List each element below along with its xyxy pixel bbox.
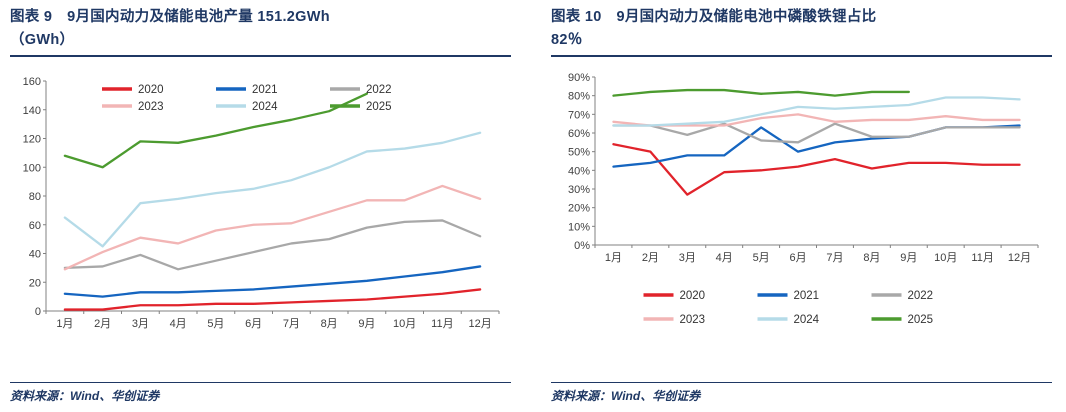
axis-label: 120	[23, 134, 41, 146]
legend-label-2020: 2020	[138, 84, 164, 96]
axis-label: 5月	[207, 318, 224, 330]
axis-label: 160	[23, 76, 41, 88]
axis-label: 12月	[469, 318, 492, 330]
axis-label: 8月	[321, 318, 338, 330]
legend-label-2024: 2024	[794, 314, 820, 326]
axis-label: 8月	[863, 252, 880, 264]
axis-label: 20	[29, 278, 41, 290]
legend-label-2025: 2025	[366, 101, 392, 113]
axis-label: 60	[29, 220, 41, 232]
legend-label-2023: 2023	[138, 101, 164, 113]
series-line-2025	[63, 92, 369, 169]
legend-item-2020: 2020	[102, 84, 164, 96]
axis-label: 11月	[971, 252, 993, 264]
source-note: 资料来源：Wind、华创证券	[10, 389, 160, 403]
production-chart-svg: 0 20 40 60 80 100 120 140 160 1月 2月 3月 4月 5月 6月 7月 8月 9月 1…	[23, 76, 500, 330]
legend-item-2024: 2024	[216, 101, 278, 113]
axis-label: 9月	[358, 318, 375, 330]
legend-item-2023: 2023	[643, 314, 706, 326]
axis-label: 1月	[605, 252, 622, 264]
legend-item-2025: 2025	[330, 101, 392, 113]
axis-label: 6月	[789, 252, 806, 264]
series-line-2022	[63, 219, 482, 271]
figure-10-title-line2: 82％	[551, 32, 583, 49]
legend-label-2021: 2021	[794, 290, 820, 302]
axis-label: 12月	[1008, 252, 1031, 264]
figure-9-title: 图表 9 9月国内动力及储能电池产量 151.2GWh （GWh）	[10, 6, 511, 52]
series-line-2024	[63, 131, 482, 248]
axis-label: 4月	[716, 252, 733, 264]
axis-label: 20%	[568, 203, 590, 215]
legend-label-2020: 2020	[680, 290, 706, 302]
axis-label: 5月	[753, 252, 770, 264]
title-divider	[551, 55, 1052, 58]
axis-label: 7月	[826, 252, 843, 264]
axis-label: 9月	[900, 252, 917, 264]
axis-label: 40%	[568, 166, 590, 178]
title-divider	[10, 55, 511, 58]
series-line-2021	[63, 265, 482, 299]
legend-item-2022: 2022	[330, 84, 392, 96]
axis-label: 60%	[568, 128, 590, 140]
axis-label: 10月	[393, 318, 416, 330]
figure-10-title: 图表 10 9月国内动力及储能电池中磷酸铁锂占比 82％	[551, 6, 1052, 52]
figure-10-title-line1: 图表 10 9月国内动力及储能电池中磷酸铁锂占比	[551, 9, 877, 25]
axis-label: 3月	[679, 252, 696, 264]
axis-label: 90%	[568, 72, 590, 84]
series-line-2022	[612, 122, 1021, 144]
legend-label-2023: 2023	[680, 314, 706, 326]
axis-label: 30%	[568, 184, 590, 196]
legend-item-2021: 2021	[216, 84, 278, 96]
axis-label: 10月	[934, 252, 957, 264]
axis-label: 11月	[431, 318, 453, 330]
battery-production-line-chart: 0 20 40 60 80 100 120 140 160 1月 2月 3月 4月 5月 6月 7月 8月 9月 1…	[10, 61, 511, 350]
figure-9-panel: 图表 9 9月国内动力及储能电池产量 151.2GWh （GWh） 0 20 40 6…	[10, 6, 511, 404]
series-line-2020	[612, 143, 1021, 197]
axis-label: 2月	[642, 252, 659, 264]
legend-item-2021: 2021	[757, 290, 820, 302]
legend-item-2020: 2020	[643, 290, 706, 302]
lfp-share-line-chart: 0% 10% 20% 30% 40% 50% 60% 70% 80% 90% 1月 2月 3月 4月 5月 6…	[551, 61, 1052, 350]
series-line-2023	[63, 185, 482, 271]
axis-label: 80	[29, 191, 41, 203]
legend-label-2024: 2024	[252, 101, 278, 113]
axis-label: 50%	[568, 147, 590, 159]
axis-label: 10%	[568, 222, 590, 234]
legend-item-2024: 2024	[757, 314, 820, 326]
axis-label: 80%	[568, 91, 590, 103]
legend-item-2025: 2025	[871, 314, 934, 326]
axis-label: 2月	[94, 318, 111, 330]
series-line-2020	[63, 288, 482, 312]
axis-label: 100	[23, 163, 41, 175]
axis-label: 0	[35, 306, 41, 318]
axis-label: 1月	[56, 318, 73, 330]
source-divider	[551, 382, 1052, 383]
legend-label-2025: 2025	[908, 314, 934, 326]
figure-9-title-line1: 图表 9 9月国内动力及储能电池产量 151.2GWh	[10, 9, 330, 25]
legend-item-2023: 2023	[102, 101, 164, 113]
axis-label: 0%	[574, 240, 590, 252]
axis-label: 7月	[283, 318, 300, 330]
series-line-2025	[612, 89, 910, 98]
series-line-2023	[612, 113, 1021, 128]
axis-label: 140	[23, 105, 41, 117]
source-divider	[10, 382, 511, 383]
source-note: 资料来源：Wind、华创证券	[551, 389, 701, 403]
series-line-2024	[612, 96, 1021, 128]
figure-10-panel: 图表 10 9月国内动力及储能电池中磷酸铁锂占比 82％ 0% 10% 20% 30%…	[551, 6, 1052, 404]
axis-label: 40	[29, 249, 41, 261]
legend-item-2022: 2022	[871, 290, 934, 302]
figure-9-title-line2: （GWh）	[10, 32, 75, 49]
legend-label-2021: 2021	[252, 84, 278, 96]
axis-label: 70%	[568, 110, 590, 122]
axis-label: 4月	[170, 318, 187, 330]
legend-label-2022: 2022	[366, 84, 392, 96]
axis-label: 6月	[245, 318, 262, 330]
lfp-share-chart-svg: 0% 10% 20% 30% 40% 50% 60% 70% 80% 90% 1月 2月 3月 4月 5月 6…	[568, 72, 1039, 326]
legend-label-2022: 2022	[908, 290, 934, 302]
axis-label: 3月	[132, 318, 149, 330]
